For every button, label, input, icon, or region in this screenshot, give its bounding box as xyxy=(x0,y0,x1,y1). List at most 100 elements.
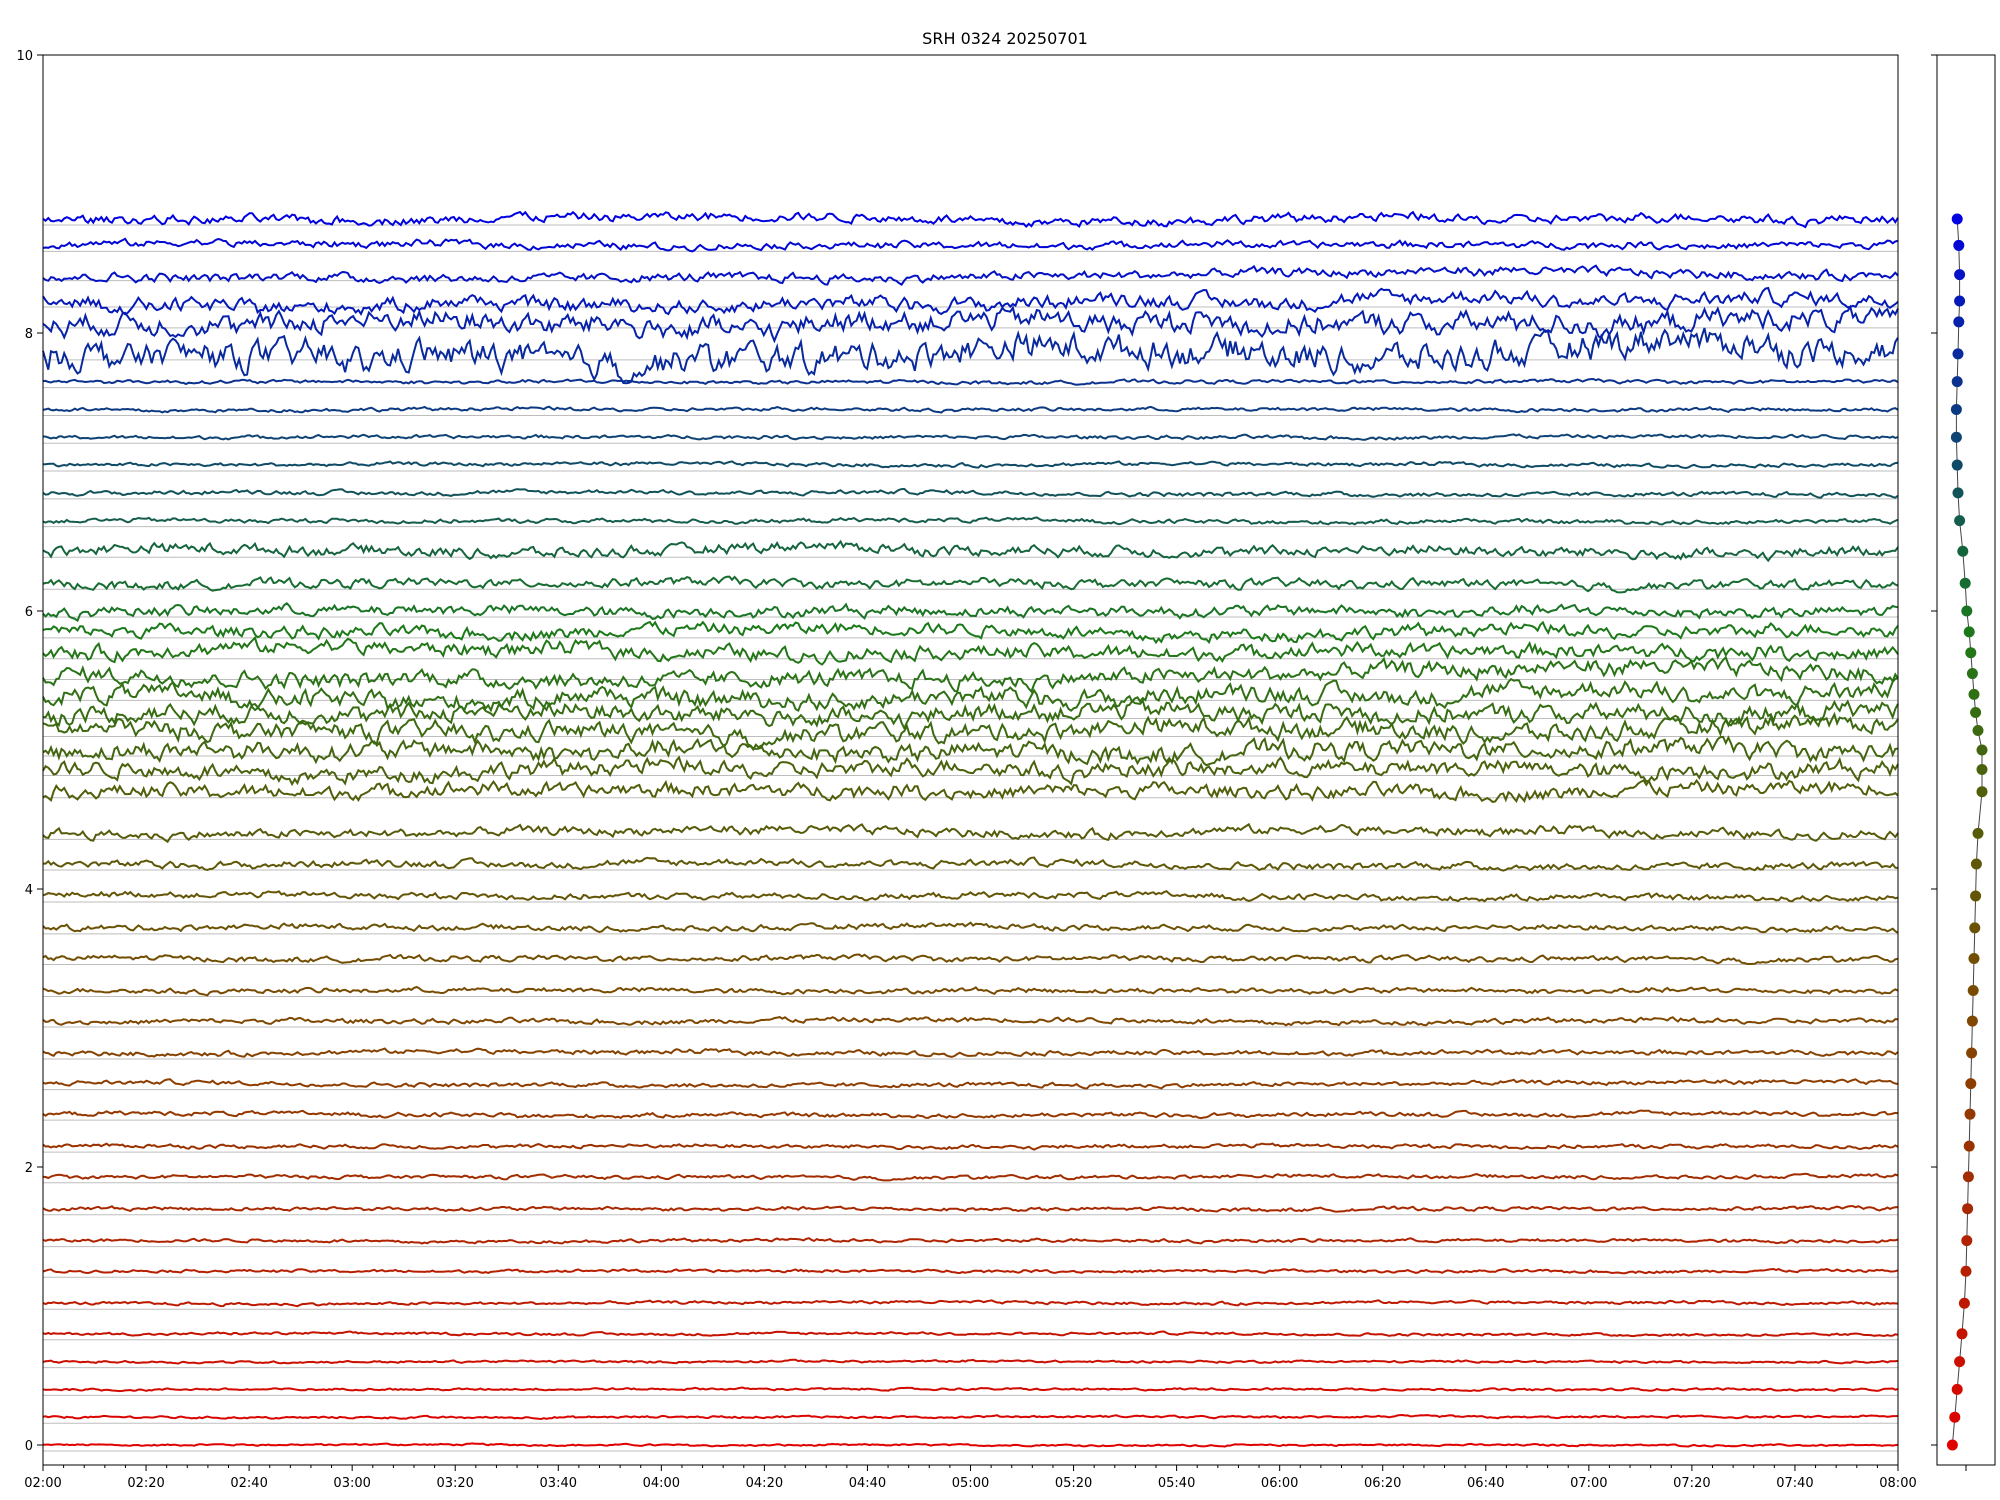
trace-line xyxy=(42,1016,1899,1027)
y-tick-label: 0 xyxy=(25,1439,33,1454)
x-tick-label: 05:20 xyxy=(1055,1476,1092,1491)
trace-line xyxy=(42,677,1899,713)
side-marker xyxy=(1962,1203,1974,1215)
x-tick-label: 05:00 xyxy=(952,1476,989,1491)
trace-line xyxy=(42,1205,1899,1213)
trace-line xyxy=(42,539,1899,563)
trace-line xyxy=(42,433,1899,441)
trace-line xyxy=(42,921,1899,934)
trace-line xyxy=(42,304,1899,344)
side-marker xyxy=(1963,1140,1975,1152)
trace-line xyxy=(42,985,1899,997)
trace-line xyxy=(42,1172,1899,1182)
side-marker xyxy=(1951,459,1963,471)
x-tick-label: 03:00 xyxy=(333,1476,370,1491)
trace-line xyxy=(42,1299,1899,1308)
side-marker xyxy=(1967,984,1979,996)
trace-line xyxy=(42,953,1899,966)
trace-line xyxy=(42,460,1899,470)
side-marker xyxy=(1953,239,1965,251)
side-marker xyxy=(1952,348,1964,360)
trace-line xyxy=(42,655,1899,694)
side-marker xyxy=(1968,688,1980,700)
x-tick-label: 02:00 xyxy=(24,1476,61,1491)
side-marker xyxy=(1958,1297,1970,1309)
trace-line xyxy=(42,487,1899,499)
trace-line xyxy=(42,890,1899,903)
side-marker xyxy=(1954,515,1966,527)
side-marker xyxy=(1954,269,1966,281)
side-marker xyxy=(1964,1108,1976,1120)
x-tick-label: 06:00 xyxy=(1261,1476,1298,1491)
trace-line xyxy=(42,822,1899,844)
side-marker xyxy=(1972,725,1984,737)
side-marker xyxy=(1950,403,1962,415)
x-tick-label: 07:40 xyxy=(1776,1476,1813,1491)
x-tick-label: 02:20 xyxy=(127,1476,164,1491)
y-axis: 0 2 4 6 8 10 xyxy=(16,49,1937,1454)
side-marker xyxy=(1972,827,1984,839)
trace-line xyxy=(42,1078,1899,1090)
side-marker xyxy=(1976,744,1988,756)
side-marker xyxy=(1970,890,1982,902)
trace-line xyxy=(42,210,1899,229)
side-marker xyxy=(1946,1439,1958,1451)
trace-line xyxy=(42,377,1899,386)
trace-line xyxy=(42,516,1899,526)
trace-line xyxy=(42,405,1899,414)
side-marker xyxy=(1968,953,1980,964)
trace-line xyxy=(42,1330,1899,1338)
trace-line xyxy=(42,1109,1899,1120)
x-tick-label: 04:40 xyxy=(849,1476,886,1491)
trace-line xyxy=(42,635,1899,666)
x-tick-label: 08:00 xyxy=(1879,1476,1916,1491)
x-tick-label: 07:00 xyxy=(1570,1476,1607,1491)
trace-line xyxy=(42,1267,1899,1275)
side-marker xyxy=(1960,1265,1972,1277)
trace-line xyxy=(42,575,1899,594)
trace-line xyxy=(42,735,1899,767)
trace-line xyxy=(42,778,1899,804)
side-marker xyxy=(1970,858,1982,870)
x-tick-label: 04:20 xyxy=(746,1476,783,1491)
side-marker xyxy=(1954,295,1966,307)
y-tick-label: 6 xyxy=(25,605,33,620)
side-marker xyxy=(1970,706,1982,718)
side-marker xyxy=(1950,431,1962,443)
side-marker xyxy=(1951,213,1963,225)
trace-line xyxy=(42,620,1899,645)
x-tick-label: 03:20 xyxy=(436,1476,473,1491)
side-marker xyxy=(1976,786,1988,798)
y-tick-label: 8 xyxy=(25,327,33,342)
trace-line xyxy=(43,856,1899,872)
trace-line xyxy=(42,1237,1899,1245)
side-marker xyxy=(1965,1078,1977,1090)
x-tick-label: 03:40 xyxy=(540,1476,577,1491)
side-marker xyxy=(1966,1047,1978,1059)
x-axis: 02:00 02:20 02:40 03:00 03:20 03:40 04:00 04:20… xyxy=(24,1465,1917,1491)
side-marker xyxy=(1969,922,1981,934)
trace-line xyxy=(42,264,1899,286)
x-tick-label: 07:20 xyxy=(1673,1476,1710,1491)
side-marker xyxy=(1951,376,1963,388)
side-marker xyxy=(1961,1235,1973,1247)
trace-line xyxy=(42,237,1899,253)
x-tick-label: 06:40 xyxy=(1467,1476,1504,1491)
trace-line xyxy=(42,601,1899,623)
trace-line xyxy=(42,1386,1899,1393)
side-marker xyxy=(1961,605,1973,617)
y-tick-label: 4 xyxy=(25,883,33,898)
trace-line xyxy=(42,711,1899,750)
x-tick-label: 02:40 xyxy=(230,1476,267,1491)
trace-line xyxy=(42,286,1899,316)
trace-line xyxy=(42,1142,1899,1151)
trace-line xyxy=(42,1442,1899,1448)
side-panel-markers xyxy=(1946,213,1988,1471)
side-marker xyxy=(1965,647,1977,659)
trace-line xyxy=(42,1358,1899,1365)
trace-line xyxy=(42,1413,1899,1421)
side-marker xyxy=(1963,626,1975,638)
x-tick-label: 04:00 xyxy=(643,1476,680,1491)
trace-line xyxy=(42,755,1899,787)
side-marker xyxy=(1962,1171,1974,1183)
